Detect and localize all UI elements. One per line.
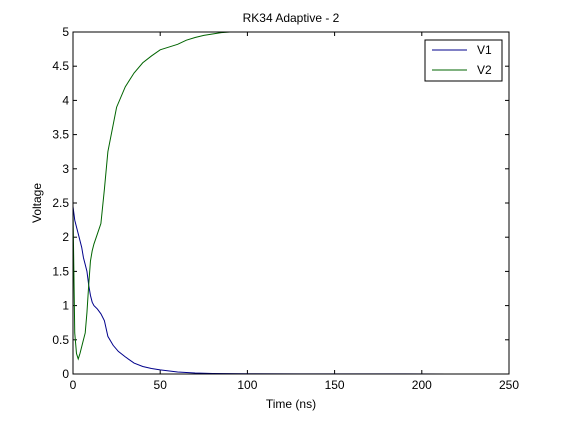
y-tick-label: 2 <box>62 230 69 244</box>
y-axis-label: Voltage <box>30 183 44 223</box>
plot-area-frame <box>72 31 510 375</box>
x-tick-label: 250 <box>499 378 519 392</box>
x-tick-label: 0 <box>70 378 77 392</box>
y-tick-label: 4 <box>62 93 69 107</box>
legend: V1 V2 <box>424 39 503 82</box>
legend-label-v2: V2 <box>477 63 492 77</box>
x-tick-label: 100 <box>237 378 257 392</box>
y-tick-label: 0 <box>62 367 69 381</box>
legend-box <box>424 39 503 82</box>
y-tick-label: 0.5 <box>52 333 69 347</box>
x-tick-label: 200 <box>412 378 432 392</box>
y-tick-label: 3.5 <box>52 128 69 142</box>
legend-label-v1: V1 <box>477 43 492 57</box>
y-tick-label: 3 <box>62 162 69 176</box>
ticks-layer: 0 50 100 150 200 250 0 0.5 1 1.5 2 2.5 3 3.5 4 4.5 5 <box>52 25 519 392</box>
y-tick-label: 2.5 <box>52 196 69 210</box>
x-tick-label: 50 <box>154 378 168 392</box>
x-axis-label: Time (ns) <box>266 397 316 411</box>
y-tick-label: 1 <box>62 299 69 313</box>
chart-title: RK34 Adaptive - 2 <box>243 11 340 25</box>
series-line-v2 <box>72 31 230 361</box>
y-tick-label: 1.5 <box>52 264 69 278</box>
y-tick-label: 5 <box>62 25 69 39</box>
x-tick-label: 150 <box>325 378 345 392</box>
y-tick-label: 4.5 <box>52 59 69 73</box>
